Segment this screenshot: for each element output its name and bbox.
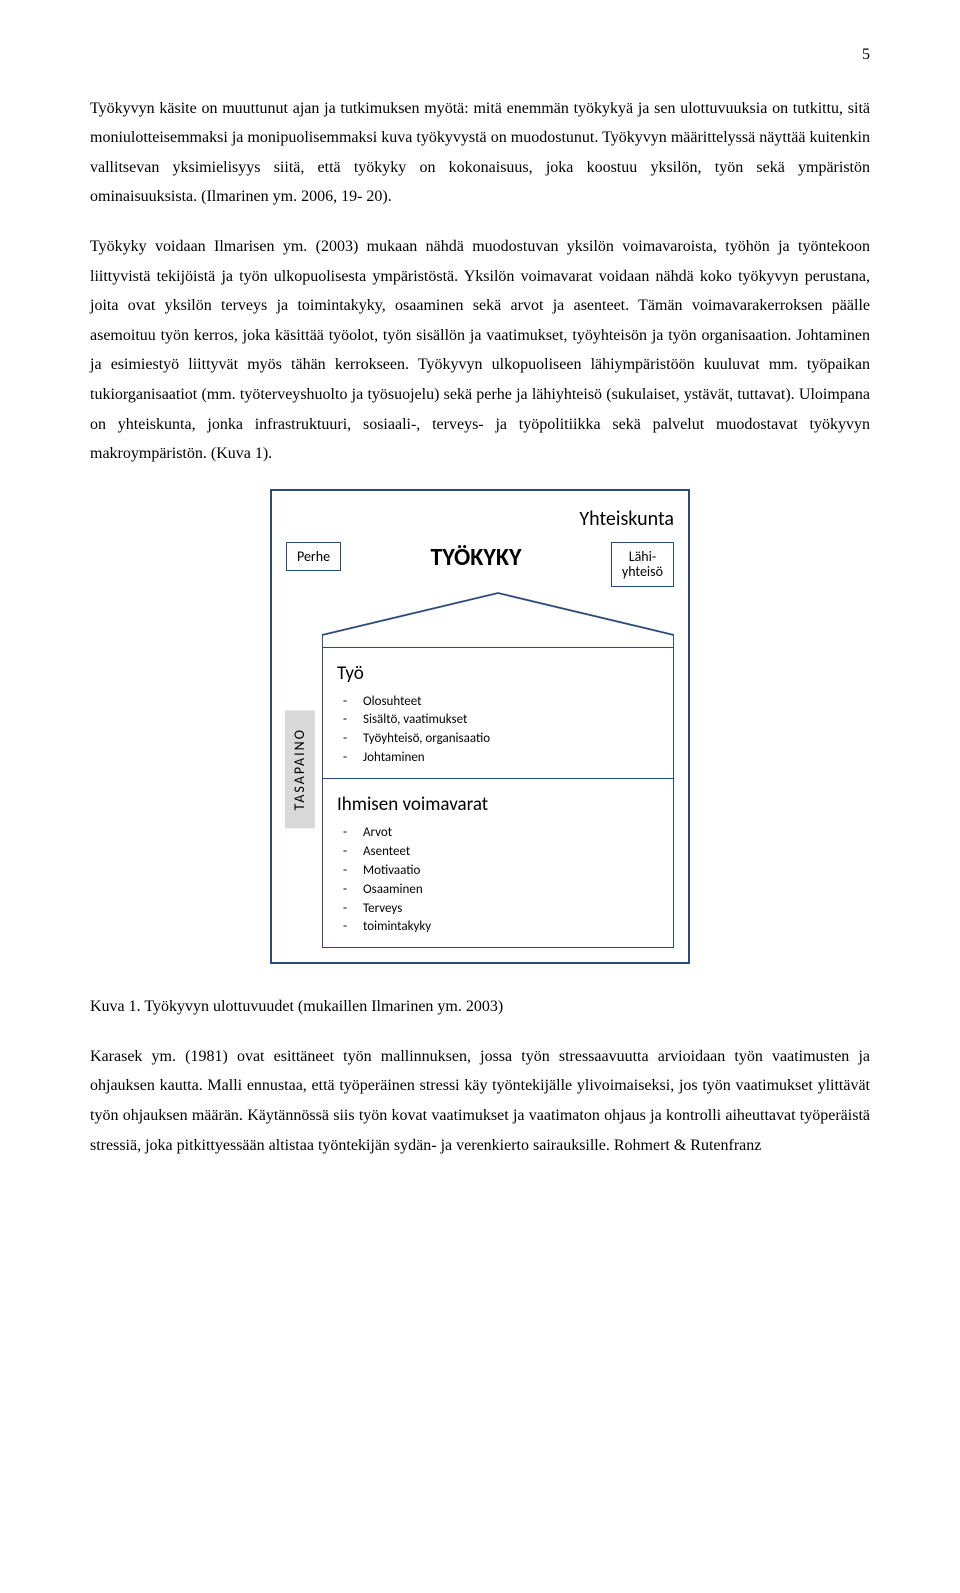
list-item: Johtaminen [337,749,659,768]
page-number: 5 [90,40,870,70]
list-item: Arvot [337,824,659,843]
layer-resources: Ihmisen voimavarat Arvot Asenteet Motiva… [322,779,674,948]
list-item: Osaaminen [337,881,659,900]
label-balance: TASAPAINO [285,710,315,828]
house-body: Työ Olosuhteet Sisältö, vaatimukset Työy… [322,591,674,949]
box-family: Perhe [286,542,341,571]
list-item: toimintakyky [337,918,659,937]
layer-resources-title: Ihmisen voimavarat [337,787,659,822]
list-item: Olosuhteet [337,693,659,712]
diagram-mid-row: Perhe TYÖKYKY Lähi- yhteisö [286,542,674,587]
list-item: Motivaatio [337,862,659,881]
layer-work-list: Olosuhteet Sisältö, vaatimukset Työyhtei… [337,693,659,768]
roof-shape [322,591,674,647]
figure-1: Yhteiskunta Perhe TYÖKYKY Lähi- yhteisö … [90,489,870,965]
layer-work: Työ Olosuhteet Sisältö, vaatimukset Työy… [322,647,674,780]
diagram-outer: Yhteiskunta Perhe TYÖKYKY Lähi- yhteisö … [270,489,690,965]
list-item: Sisältö, vaatimukset [337,711,659,730]
community-line2: yhteisö [622,563,663,580]
layer-resources-list: Arvot Asenteet Motivaatio Osaaminen Terv… [337,824,659,937]
roof-label-wrap: TYÖKYKY [347,542,605,570]
paragraph-3: Karasek ym. (1981) ovat esittäneet työn … [90,1042,870,1160]
list-item: Asenteet [337,843,659,862]
layer-work-title: Työ [337,656,659,691]
paragraph-1: Työkyvyn käsite on muuttunut ajan ja tut… [90,94,870,212]
balance-column: TASAPAINO [286,591,314,949]
list-item: Terveys [337,900,659,919]
house-area: TASAPAINO Työ Olosuhteet Sisältö, vaatim… [286,591,674,949]
box-community: Lähi- yhteisö [611,542,674,587]
figure-caption: Kuva 1. Työkyvyn ulottuvuudet (mukaillen… [90,992,870,1022]
paragraph-2: Työkyky voidaan Ilmarisen ym. (2003) muk… [90,232,870,469]
label-society: Yhteiskunta [286,501,674,538]
label-tyokyky: TYÖKYKY [431,546,522,570]
list-item: Työyhteisö, organisaatio [337,730,659,749]
